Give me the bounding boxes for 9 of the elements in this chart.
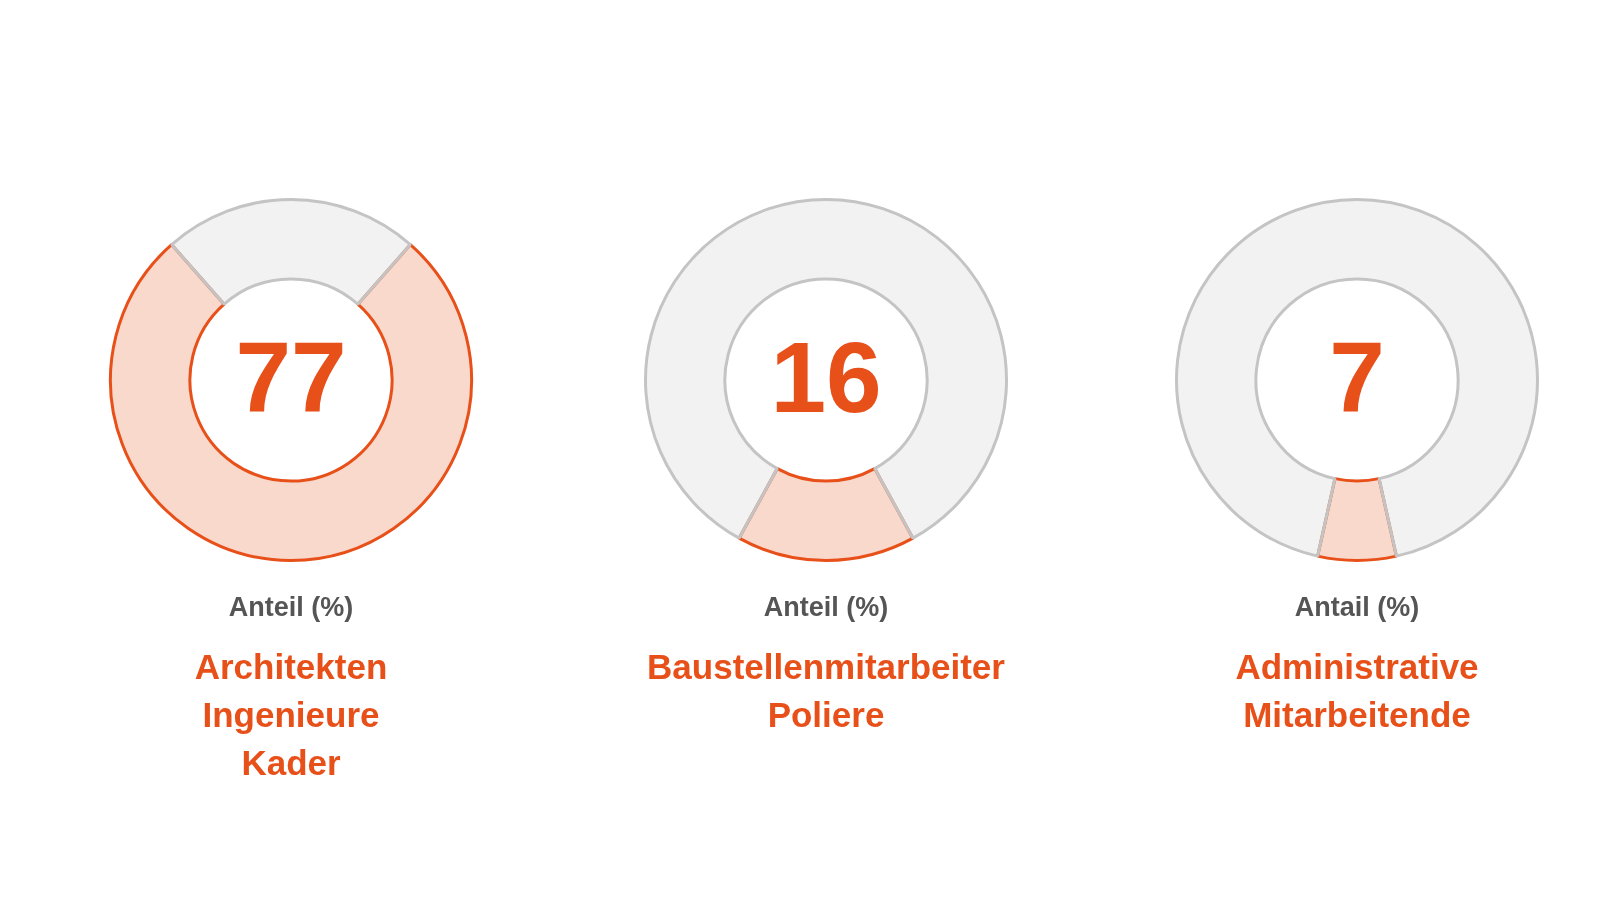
text: Antail (%) (1293, 592, 1421, 623)
text: Baustellenmitarbeiter Poliere (646, 646, 1006, 736)
text: Administrative Mitarbeitende (1234, 646, 1480, 736)
text: 16 (770, 320, 882, 433)
text: 77 (235, 320, 347, 433)
text: Anteil (%) (762, 592, 890, 623)
text: Anteil (%) (227, 592, 355, 623)
text: Architekten Ingenieure Kader (193, 646, 389, 784)
text: 7 (1329, 320, 1385, 433)
